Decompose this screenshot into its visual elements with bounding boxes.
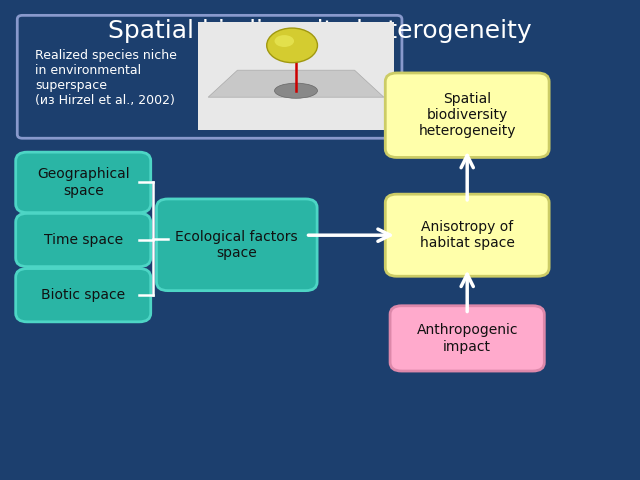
Text: Ecological factors
space: Ecological factors space <box>175 230 298 260</box>
FancyBboxPatch shape <box>385 73 549 157</box>
FancyBboxPatch shape <box>16 269 151 322</box>
FancyBboxPatch shape <box>198 22 394 130</box>
Text: Geographical
space: Geographical space <box>37 168 129 197</box>
Text: Biotic space: Biotic space <box>41 288 125 302</box>
Text: Time space: Time space <box>44 233 123 247</box>
Text: Anisotropy of
habitat space: Anisotropy of habitat space <box>420 220 515 250</box>
Text: Spatial
biodiversity
heterogeneity: Spatial biodiversity heterogeneity <box>419 92 516 138</box>
FancyBboxPatch shape <box>385 194 549 276</box>
FancyBboxPatch shape <box>16 213 151 267</box>
Ellipse shape <box>275 35 294 47</box>
FancyBboxPatch shape <box>17 15 402 138</box>
Text: Anthropogenic
impact: Anthropogenic impact <box>417 324 518 353</box>
Polygon shape <box>208 70 384 97</box>
Text: Spatial biodiversity heterogeneity: Spatial biodiversity heterogeneity <box>108 19 532 43</box>
FancyBboxPatch shape <box>390 306 544 371</box>
Text: Realized species niche
in environmental
superspace
(из Hirzel et al., 2002): Realized species niche in environmental … <box>35 49 177 107</box>
Ellipse shape <box>275 83 317 98</box>
FancyBboxPatch shape <box>157 199 317 291</box>
FancyBboxPatch shape <box>16 152 151 213</box>
Ellipse shape <box>267 28 317 62</box>
